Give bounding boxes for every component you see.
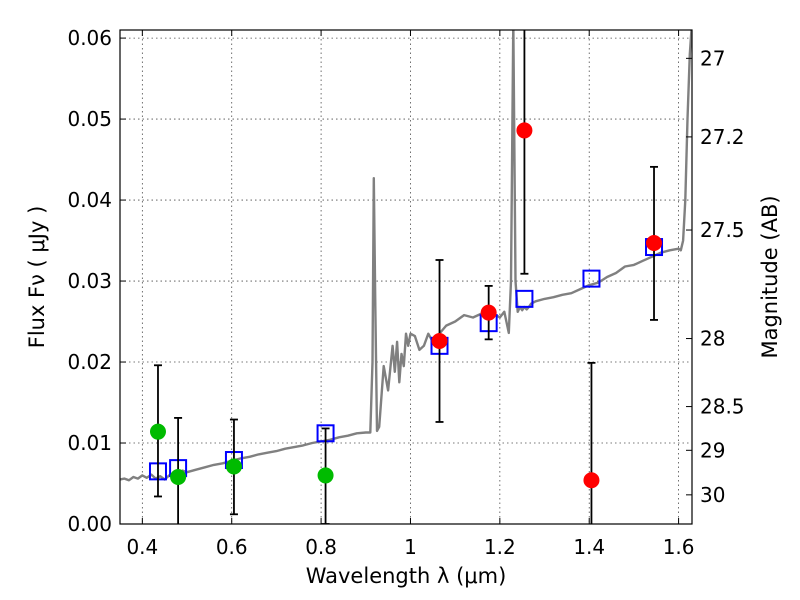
y2-tick-label: 30 bbox=[700, 483, 725, 507]
y-tick-label: 0.01 bbox=[67, 431, 112, 455]
spectrum-line bbox=[120, 30, 692, 482]
y2-tick-label: 27 bbox=[700, 46, 725, 70]
data-point bbox=[480, 304, 497, 321]
x-tick-label: 0.4 bbox=[126, 535, 158, 559]
data-point bbox=[170, 469, 187, 486]
x-tick-label: 1 bbox=[404, 535, 417, 559]
y-tick-label: 0.02 bbox=[67, 350, 112, 374]
y2-tick-label: 28 bbox=[700, 327, 725, 351]
y2-axis-label: Magnitude (AB) bbox=[758, 195, 782, 358]
x-tick-label: 1.6 bbox=[663, 535, 695, 559]
data-point bbox=[149, 423, 166, 440]
data-point bbox=[225, 458, 242, 475]
data-point bbox=[583, 472, 600, 489]
y2-tick-label: 28.5 bbox=[700, 395, 745, 419]
model-square-point bbox=[515, 289, 534, 308]
y-tick-label: 0.05 bbox=[67, 107, 112, 131]
y-axis-label: Flux Fν ( μJy ) bbox=[25, 206, 49, 349]
y2-tick-label: 27.2 bbox=[700, 125, 745, 149]
y-tick-label: 0.03 bbox=[67, 269, 112, 293]
y2-tick-label: 27.5 bbox=[700, 218, 745, 242]
axes: 0.4 0.6 0.8 1 1.2 1.4 1.6 0.00 0.01 0.02 0.03 0.04 0… bbox=[67, 26, 744, 559]
data-point bbox=[516, 122, 533, 139]
plot-frame bbox=[119, 29, 693, 525]
y2-tick-label: 29 bbox=[700, 438, 725, 462]
y-tick-label: 0.00 bbox=[67, 512, 112, 536]
model-square-point bbox=[582, 269, 601, 288]
y-tick-label: 0.04 bbox=[67, 188, 112, 212]
x-axis-label: Wavelength λ (μm) bbox=[306, 564, 507, 588]
data-point bbox=[431, 332, 448, 349]
x-tick-label: 1.2 bbox=[484, 535, 516, 559]
x-tick-label: 0.6 bbox=[216, 535, 248, 559]
data-point bbox=[646, 234, 663, 251]
x-tick-label: 1.4 bbox=[573, 535, 605, 559]
y-tick-label: 0.06 bbox=[67, 26, 112, 50]
data-point bbox=[317, 467, 334, 484]
plot-area bbox=[120, 30, 692, 524]
x-tick-label: 0.8 bbox=[305, 535, 337, 559]
